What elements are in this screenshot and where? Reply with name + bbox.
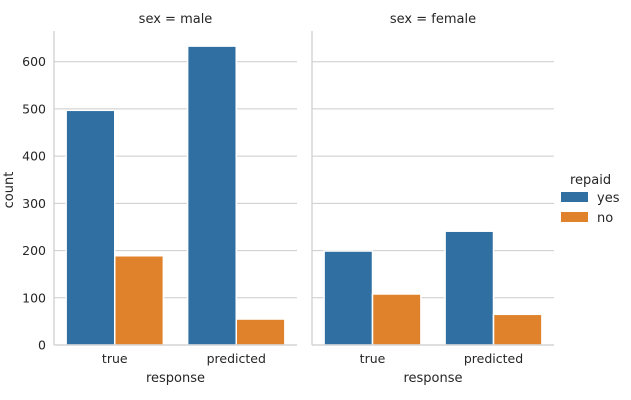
bars-layer bbox=[65, 45, 543, 346]
panel-title: sex = male bbox=[139, 12, 213, 27]
bar-yes-true bbox=[65, 109, 116, 346]
panel-title: sex = female bbox=[390, 12, 476, 27]
bar-yes-true bbox=[323, 250, 374, 346]
legend-title: repaid bbox=[570, 173, 611, 188]
x-tick-label: predicted bbox=[464, 351, 523, 366]
bar-no-predicted bbox=[235, 318, 286, 346]
bar-no-predicted bbox=[492, 313, 543, 346]
y-tick-label: 300 bbox=[22, 196, 46, 211]
legend-label-no: no bbox=[597, 211, 613, 226]
text-layer: true predicted sex = male response true predi… bbox=[22, 12, 523, 386]
legend-swatch-yes bbox=[561, 192, 588, 202]
y-tick-label: 0 bbox=[38, 338, 46, 353]
axes-layer bbox=[53, 31, 554, 346]
legend-label-yes: yes bbox=[597, 191, 620, 206]
x-tick-label: predicted bbox=[207, 351, 266, 366]
x-axis-label: response bbox=[403, 371, 462, 386]
y-tick-label: 400 bbox=[22, 149, 46, 164]
legend: repaid yes no bbox=[561, 173, 620, 226]
y-tick-label: 500 bbox=[22, 101, 46, 116]
bar-no-true bbox=[114, 255, 165, 346]
bar-yes-predicted bbox=[444, 230, 495, 346]
x-axis-label: response bbox=[146, 371, 205, 386]
x-tick-label: true bbox=[102, 351, 128, 366]
legend-swatch-no bbox=[561, 212, 588, 222]
y-tick-label: 100 bbox=[22, 290, 46, 305]
bar-yes-predicted bbox=[186, 45, 237, 346]
grid-layer bbox=[54, 61, 554, 346]
x-tick-label: true bbox=[360, 351, 386, 366]
bar-no-true bbox=[371, 293, 422, 346]
y-tick-label: 600 bbox=[22, 54, 46, 69]
y-tick-label: 200 bbox=[22, 243, 46, 258]
y-axis-label: count bbox=[2, 172, 17, 209]
